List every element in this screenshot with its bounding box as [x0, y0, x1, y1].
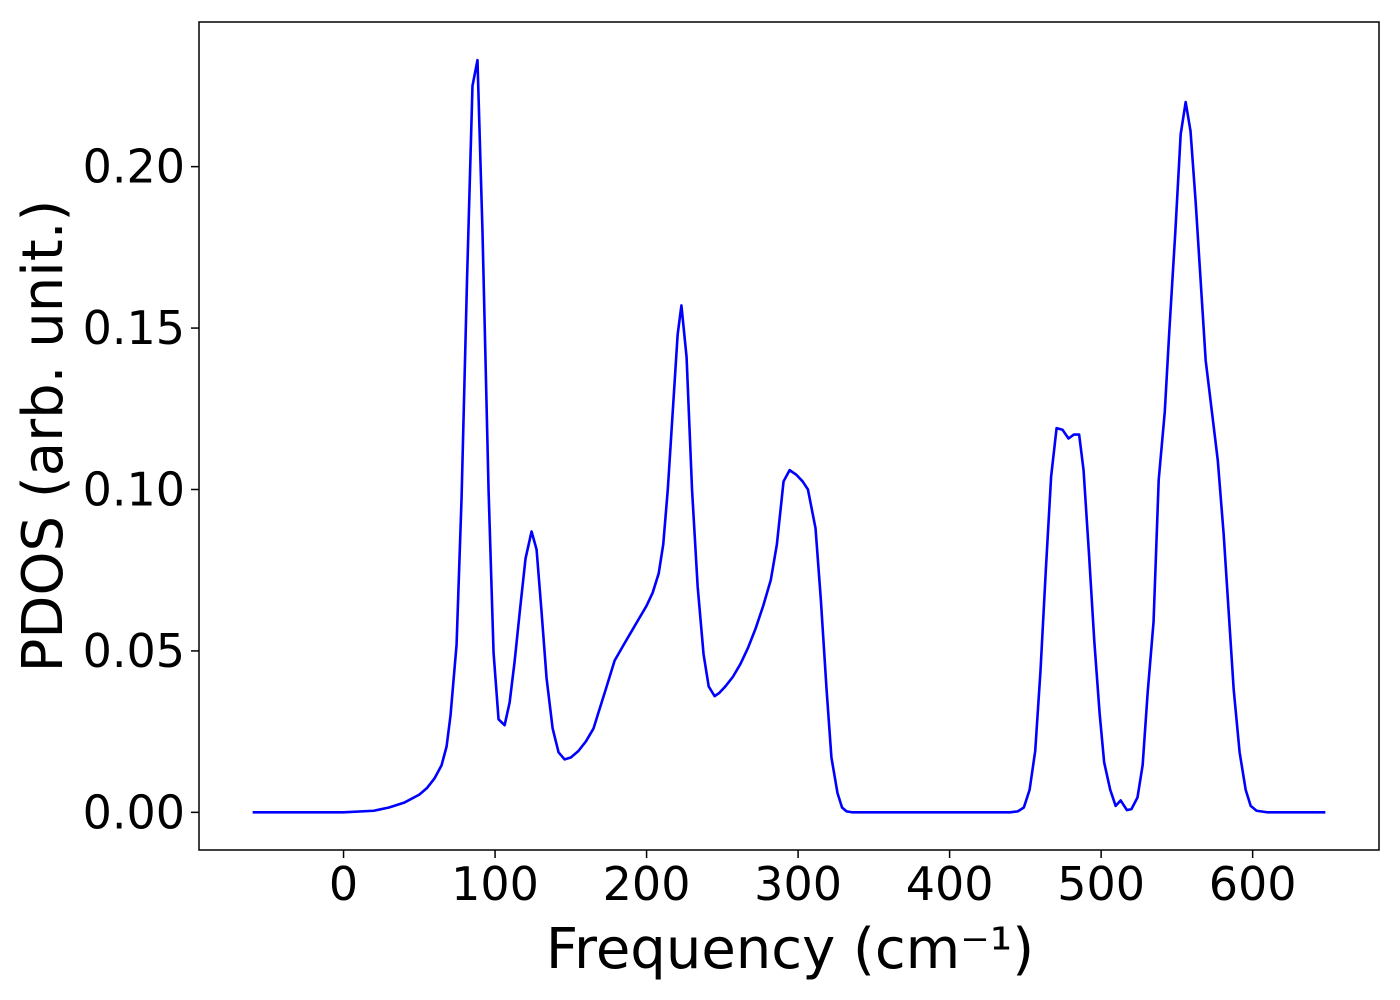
x-axis-label: Frequency (cm⁻¹) — [546, 917, 1034, 982]
x-tick-label: 400 — [906, 857, 994, 911]
y-tick-label: 0.20 — [83, 140, 185, 194]
line — [252, 58, 1326, 814]
x-tick-label: 500 — [1057, 857, 1145, 911]
y-tick-label: 0.10 — [83, 462, 185, 516]
x-tick-label: 0 — [329, 857, 358, 911]
x-tick-label: 300 — [754, 857, 842, 911]
y-tick-label: 0.05 — [83, 624, 185, 678]
x-tick-label: 200 — [603, 857, 691, 911]
y-tick-label: 0.00 — [83, 785, 185, 839]
x-tick-label: 600 — [1209, 857, 1297, 911]
y-tick-label: 0.15 — [83, 301, 185, 355]
x-tick-label: 100 — [451, 857, 539, 911]
y-axis-label: PDOS (arb. unit.) — [11, 200, 76, 673]
plot-frame — [198, 21, 1380, 851]
